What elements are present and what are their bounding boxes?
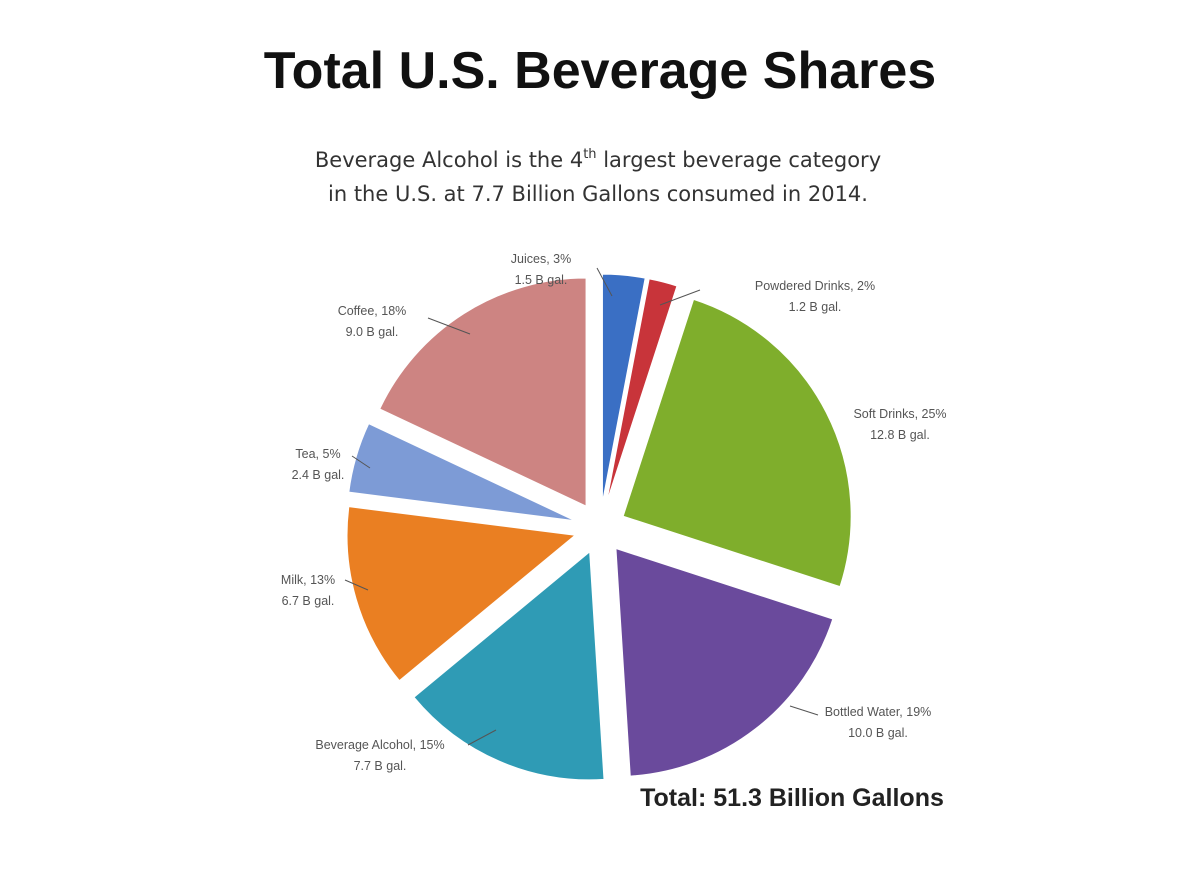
slice-label-name-percent: Soft Drinks, 25% [853,407,946,421]
leader-line-powdered-drinks [659,289,701,306]
pie-slice-beverage-alcohol [413,550,605,781]
pie-slice-tea [348,423,576,522]
pie-leader-lines [344,267,819,746]
slice-label-value: 10.0 B gal. [848,726,908,740]
slice-label-value: 1.2 B gal. [789,300,842,314]
slice-label-value: 1.5 B gal. [515,273,568,287]
slice-label-name-percent: Milk, 13% [281,573,335,587]
slice-label-value: 6.7 B gal. [282,594,335,608]
pie-slice-milk [346,506,577,682]
leader-line-juices [596,267,613,297]
slice-label-name-percent: Beverage Alcohol, 15% [315,738,444,752]
subtitle-line-1-pre: Beverage Alcohol is the 4 [315,148,583,172]
slice-label-name-percent: Bottled Water, 19% [825,705,932,719]
slice-label-juices: Juices, 3% 1.5 B gal. [511,252,571,287]
subtitle-line-1-post: largest beverage category [597,148,882,172]
slice-label-value: 2.4 B gal. [292,468,345,482]
slice-label-name-percent: Powdered Drinks, 2% [755,279,875,293]
total-label: Total: 51.3 Billion Gallons [640,784,944,812]
slice-label-tea: Tea, 5% 2.4 B gal. [292,447,345,482]
subtitle-line-2: in the U.S. at 7.7 Billion Gallons consu… [328,182,868,206]
pie-slices [346,273,852,781]
leader-line-bottled-water [789,705,819,716]
slice-label-value: 7.7 B gal. [354,759,407,773]
slice-label-name-percent: Juices, 3% [511,252,571,266]
pie-labels: Juices, 3% 1.5 B gal. Powdered Drinks, 2% 1… [281,252,947,773]
slice-label-name-percent: Tea, 5% [295,447,340,461]
subtitle-line-1: Beverage Alcohol is the 4th largest beve… [315,147,881,172]
slice-label-powdered-drinks: Powdered Drinks, 2% 1.2 B gal. [755,279,875,314]
subtitle-superscript: th [583,147,596,162]
chart-title: Total U.S. Beverage Shares [264,42,936,100]
pie-slice-bottled-water [615,547,834,777]
pie-slice-powdered-drinks [605,278,678,503]
leader-line-coffee [427,317,471,335]
pie-slice-soft-drinks [622,298,852,588]
slice-label-name-percent: Coffee, 18% [338,304,407,318]
leader-line-beverage-alcohol [467,729,497,746]
slice-label-soft-drinks: Soft Drinks, 25% 12.8 B gal. [853,407,946,442]
pie-slice-juices [601,273,646,503]
slice-label-value: 9.0 B gal. [346,325,399,339]
slice-label-bottled-water: Bottled Water, 19% 10.0 B gal. [825,705,932,740]
slice-label-value: 12.8 B gal. [870,428,930,442]
leader-line-tea [351,455,371,469]
pie-slice-coffee [379,277,587,507]
slice-label-coffee: Coffee, 18% 9.0 B gal. [338,304,407,339]
slice-label-milk: Milk, 13% 6.7 B gal. [281,573,335,608]
leader-line-milk [344,579,369,591]
slice-label-beverage-alcohol: Beverage Alcohol, 15% 7.7 B gal. [315,738,444,773]
